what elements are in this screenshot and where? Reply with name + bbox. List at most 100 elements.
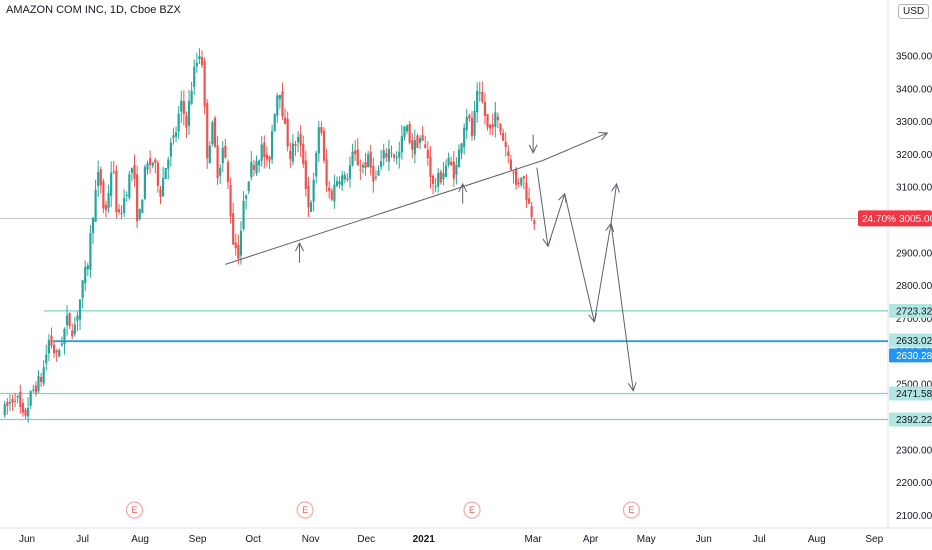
- candle-body: [478, 92, 481, 94]
- candle-body: [3, 404, 6, 416]
- candle-body: [341, 175, 344, 186]
- candle-body: [335, 180, 339, 186]
- y-tick-label: 2800.00: [896, 281, 932, 292]
- y-tick-label: 2100.00: [896, 511, 932, 522]
- candle-body: [198, 56, 201, 60]
- level-tag-text: 2630.28: [896, 351, 932, 362]
- candle-body: [509, 159, 512, 170]
- candle-body: [278, 94, 281, 100]
- y-tick-label: 2300.00: [896, 445, 932, 456]
- x-tick-label: Sep: [865, 534, 883, 545]
- candle-body: [250, 162, 253, 178]
- candle-body: [232, 213, 235, 245]
- level-tag-text: 2723.32: [896, 306, 932, 317]
- earnings-marker: E: [463, 501, 481, 519]
- candle-body: [530, 206, 533, 218]
- candle-body: [149, 158, 152, 165]
- candle-body: [502, 132, 505, 141]
- candle-body: [11, 399, 14, 403]
- candle-body: [286, 119, 289, 147]
- candle-body: [239, 231, 243, 256]
- x-tick-label: May: [637, 534, 656, 545]
- candle-body: [151, 162, 154, 166]
- candle-body: [89, 233, 92, 270]
- candle-body: [364, 162, 367, 168]
- candle-body: [164, 167, 167, 180]
- candle-body: [203, 61, 206, 107]
- candle-body: [307, 185, 310, 208]
- level-price-tag: 2471.58: [889, 386, 932, 401]
- last-price-tag-bg: [858, 210, 932, 227]
- level-tag-text: 2392.22: [896, 415, 932, 426]
- candle-body: [71, 330, 74, 337]
- candle-body: [330, 190, 333, 200]
- candle-body: [296, 136, 300, 143]
- candle-body: [242, 200, 245, 229]
- candle-body: [442, 173, 445, 180]
- candle-body: [159, 188, 162, 197]
- forecast-path-segment: [610, 223, 633, 390]
- candle-body: [325, 159, 328, 186]
- candle-body: [463, 127, 466, 148]
- candle-body: [514, 168, 518, 185]
- candle-body: [317, 127, 320, 154]
- candle-body: [400, 136, 403, 153]
- y-tick-label: 3200.00: [896, 150, 932, 161]
- candle-body: [276, 95, 279, 116]
- candle-body: [213, 117, 217, 147]
- candle-body: [169, 142, 172, 157]
- candle-body: [424, 144, 427, 148]
- candle-body: [263, 142, 266, 158]
- candle-body: [161, 178, 165, 197]
- candle-body: [468, 115, 471, 119]
- last-price-label: 3005.00: [899, 214, 932, 225]
- x-tick-label: Apr: [583, 534, 599, 545]
- symbol-title[interactable]: AMAZON COM INC, 1D, Cboe BZX: [6, 4, 181, 16]
- candle-body: [476, 90, 479, 113]
- candle-body: [520, 177, 523, 185]
- candle-body: [390, 152, 393, 154]
- candle-body: [437, 173, 440, 187]
- candle-body: [86, 265, 89, 270]
- candlestick-series: [3, 48, 536, 423]
- candle-body: [465, 117, 468, 131]
- candle-body: [517, 182, 520, 184]
- x-tick-label: Nov: [302, 534, 320, 545]
- candle-body: [37, 376, 40, 391]
- candle-body: [24, 409, 27, 416]
- level-tag-bg: [889, 333, 932, 348]
- candle-body: [450, 161, 453, 165]
- candle-body: [52, 344, 56, 354]
- currency-button[interactable]: USD: [898, 4, 930, 19]
- candle-body: [154, 159, 157, 163]
- candle-body: [211, 122, 214, 144]
- candle-body: [392, 154, 396, 158]
- candle-body: [491, 124, 494, 128]
- candle-body: [359, 169, 362, 171]
- candle-body: [81, 280, 84, 298]
- candle-body: [315, 153, 318, 177]
- x-tick-label: Aug: [131, 534, 149, 545]
- candle-body: [486, 113, 489, 128]
- forecast-path-segment: [536, 167, 548, 247]
- candle-body: [302, 143, 305, 165]
- candle-body: [372, 165, 375, 182]
- candle-body: [206, 102, 209, 159]
- candle-body: [252, 165, 256, 170]
- candle-body: [289, 151, 292, 160]
- candle-body: [208, 145, 211, 164]
- candle-body: [522, 176, 525, 179]
- candle-body: [429, 156, 432, 177]
- x-tick-label: 2021: [413, 534, 436, 545]
- candle-body: [421, 135, 424, 141]
- earnings-circle: [463, 501, 481, 519]
- candle-body: [195, 62, 198, 67]
- level-tag-bg: [889, 303, 932, 318]
- forecast-branch-arrow: [610, 184, 617, 224]
- candle-body: [120, 212, 123, 214]
- candle-body: [260, 144, 263, 161]
- candle-body: [504, 141, 507, 148]
- candle-body: [328, 187, 331, 192]
- x-tick-label: Aug: [808, 534, 826, 545]
